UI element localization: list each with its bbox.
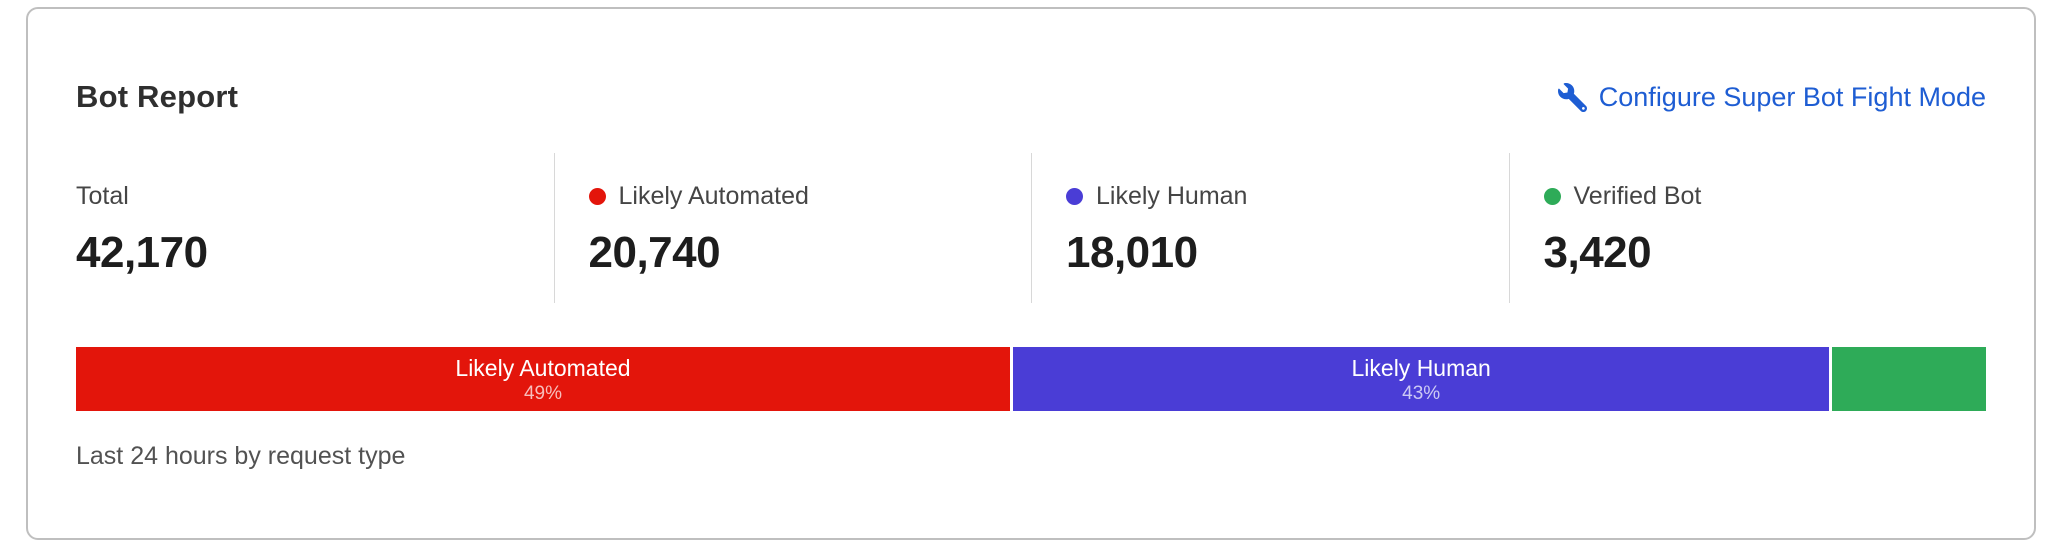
page-title: Bot Report	[76, 79, 239, 114]
bar-segment-likely-human: Likely Human 43%	[1009, 347, 1830, 411]
configure-link-label: Configure Super Bot Fight Mode	[1598, 82, 1986, 112]
stats-row: Total 42,170 Likely Automated 20,740 Lik…	[76, 153, 1986, 303]
stat-value: 3,420	[1543, 228, 1652, 277]
stat-likely-automated: Likely Automated 20,740	[553, 153, 1032, 303]
bar-segment-label: Likely Human	[1351, 354, 1491, 381]
card-header: Bot Report Configure Super Bot Fight Mod…	[76, 79, 1986, 115]
bar-segment-percent: 43%	[1402, 382, 1441, 404]
legend-dot-icon	[1066, 187, 1083, 205]
stacked-bar-chart: Likely Automated 49% Likely Human 43%	[76, 347, 1986, 411]
bar-segment-verified-bot	[1829, 347, 1986, 411]
stat-likely-human: Likely Human 18,010	[1031, 153, 1509, 303]
bar-segment-percent: 49%	[523, 382, 562, 404]
stat-total: Total 42,170	[76, 153, 554, 303]
legend-dot-icon	[1543, 187, 1561, 205]
stat-value: 18,010	[1066, 228, 1198, 277]
bar-segment-likely-automated: Likely Automated 49%	[76, 347, 1010, 411]
stat-label: Likely Human	[1096, 182, 1248, 210]
chart-caption: Last 24 hours by request type	[76, 442, 406, 470]
stat-label: Likely Automated	[618, 182, 809, 210]
stat-value: 20,740	[588, 228, 721, 277]
stat-verified-bot: Verified Bot 3,420	[1508, 153, 1987, 303]
stat-label: Verified Bot	[1573, 182, 1702, 210]
bar-segment-label: Likely Automated	[455, 354, 631, 381]
configure-super-bot-fight-mode-link[interactable]: Configure Super Bot Fight Mode	[1557, 81, 1986, 113]
bot-report-card: Bot Report Configure Super Bot Fight Mod…	[26, 7, 2036, 540]
wrench-icon	[1557, 82, 1587, 112]
stat-value: 42,170	[76, 228, 208, 277]
stat-label: Total	[76, 182, 129, 210]
legend-dot-icon	[588, 187, 606, 205]
